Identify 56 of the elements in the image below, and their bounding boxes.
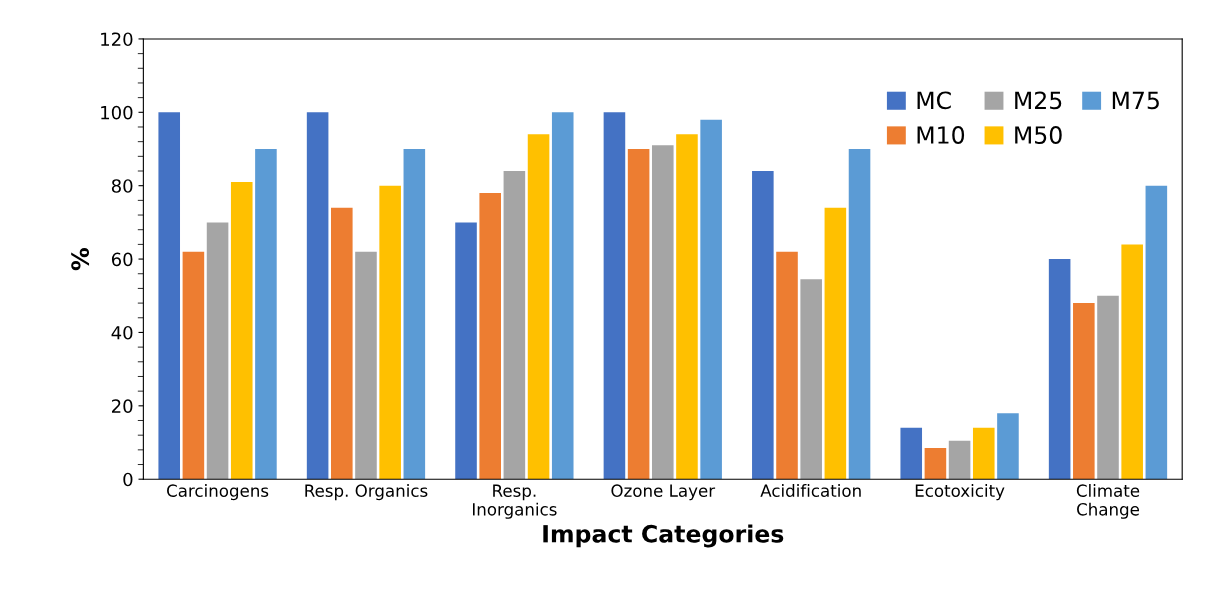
bar xyxy=(848,149,871,480)
bar xyxy=(1097,295,1119,480)
bar xyxy=(355,251,377,480)
bar xyxy=(158,112,181,480)
bar xyxy=(700,119,722,480)
bar xyxy=(379,185,401,480)
x-tick-label: Ozone Layer xyxy=(611,484,716,501)
y-tick-label: 40 xyxy=(111,325,133,340)
bar xyxy=(182,251,205,480)
bar xyxy=(1121,244,1143,480)
legend-label: M10 xyxy=(917,126,965,144)
bar xyxy=(603,112,626,480)
bar xyxy=(924,448,947,480)
bar xyxy=(230,182,253,480)
legend-label: M50 xyxy=(1015,126,1062,144)
y-tick-label: 120 xyxy=(101,32,133,47)
bar xyxy=(306,112,329,480)
bar xyxy=(651,145,674,480)
bar xyxy=(997,413,1019,480)
legend-label: M25 xyxy=(1015,91,1062,110)
y-tick-label: 20 xyxy=(112,399,133,413)
bar xyxy=(800,279,822,480)
bar xyxy=(551,112,574,480)
bar xyxy=(776,251,798,480)
bar xyxy=(948,440,971,480)
x-tick-label: Resp. Inorganics xyxy=(472,484,557,519)
bar xyxy=(972,427,995,480)
y-tick-label: 100 xyxy=(101,105,133,120)
x-axis-title: Impact Categories xyxy=(543,524,784,548)
legend-label: MC xyxy=(917,91,951,110)
bar xyxy=(900,427,923,480)
bar xyxy=(255,149,277,480)
bar xyxy=(455,222,477,480)
x-tick-label: Ecotoxicity xyxy=(915,484,1005,501)
bar xyxy=(824,207,847,480)
bar xyxy=(1145,185,1168,480)
y-axis-title: % xyxy=(71,247,90,271)
x-tick-label: Carcinogens xyxy=(167,484,269,501)
bar xyxy=(527,134,550,480)
y-tick-label: 80 xyxy=(111,179,133,193)
bar xyxy=(403,149,426,480)
x-tick-label: Resp. Organics xyxy=(305,484,428,501)
bar xyxy=(479,193,501,480)
bar xyxy=(503,171,526,480)
y-tick-label: 60 xyxy=(111,252,133,267)
legend-label: M75 xyxy=(1112,91,1159,110)
bar xyxy=(627,149,650,480)
bar xyxy=(676,134,698,480)
x-tick-label: Acidification xyxy=(760,484,861,497)
bar xyxy=(331,207,353,480)
bar xyxy=(752,171,774,480)
x-tick-label: Climate Change xyxy=(1076,484,1140,519)
bar xyxy=(1048,259,1071,480)
bar xyxy=(206,222,229,480)
bar xyxy=(1073,303,1095,480)
y-tick-label: 0 xyxy=(123,472,133,487)
